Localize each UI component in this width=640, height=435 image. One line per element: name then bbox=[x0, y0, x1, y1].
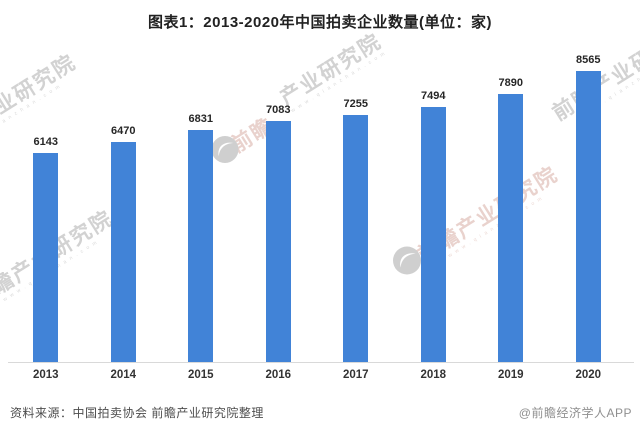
bar-2013 bbox=[33, 153, 59, 362]
credit-note: @前瞻经济学人APP bbox=[518, 406, 632, 420]
bar-2020 bbox=[575, 71, 601, 362]
x-axis-line bbox=[8, 362, 634, 363]
x-axis-label-2018: 2018 bbox=[420, 369, 447, 381]
bar-2019 bbox=[498, 94, 524, 362]
plot-area: 6143 6470 6831 7083 7255 7494 7890 8565 bbox=[33, 54, 601, 362]
bar-value-label-2020: 8565 bbox=[576, 54, 601, 66]
bar-value-label-2019: 7890 bbox=[498, 77, 523, 89]
bar-value-label-2015: 6831 bbox=[188, 113, 213, 125]
footer: 资料来源：中国拍卖协会 前瞻产业研究院整理 @前瞻经济学人APP bbox=[10, 404, 632, 421]
bar-2018 bbox=[420, 107, 446, 362]
bar-2017 bbox=[343, 115, 369, 362]
bar-value-label-2016: 7083 bbox=[266, 104, 291, 116]
bar-value-label-2014: 6470 bbox=[111, 125, 136, 137]
x-axis-label-2019: 2019 bbox=[497, 369, 524, 381]
bar-value-label-2013: 6143 bbox=[33, 136, 58, 148]
bar-2014 bbox=[110, 142, 136, 362]
source-note: 资料来源：中国拍卖协会 前瞻产业研究院整理 bbox=[10, 406, 264, 420]
chart-title: 图表1：2013-2020年中国拍卖企业数量(单位：家) bbox=[147, 14, 493, 31]
x-axis-label-2016: 2016 bbox=[265, 369, 292, 381]
x-axis-label-2020: 2020 bbox=[575, 369, 602, 381]
bar-2016 bbox=[265, 121, 291, 362]
bar-value-label-2017: 7255 bbox=[343, 98, 368, 110]
x-axis-label-2014: 2014 bbox=[110, 369, 137, 381]
x-axis-label-2015: 2015 bbox=[187, 369, 214, 381]
bar-2015 bbox=[188, 130, 214, 362]
x-axis-label-2013: 2013 bbox=[32, 369, 59, 381]
x-axis-label-2017: 2017 bbox=[342, 369, 369, 381]
bar-value-label-2018: 7494 bbox=[421, 90, 446, 102]
